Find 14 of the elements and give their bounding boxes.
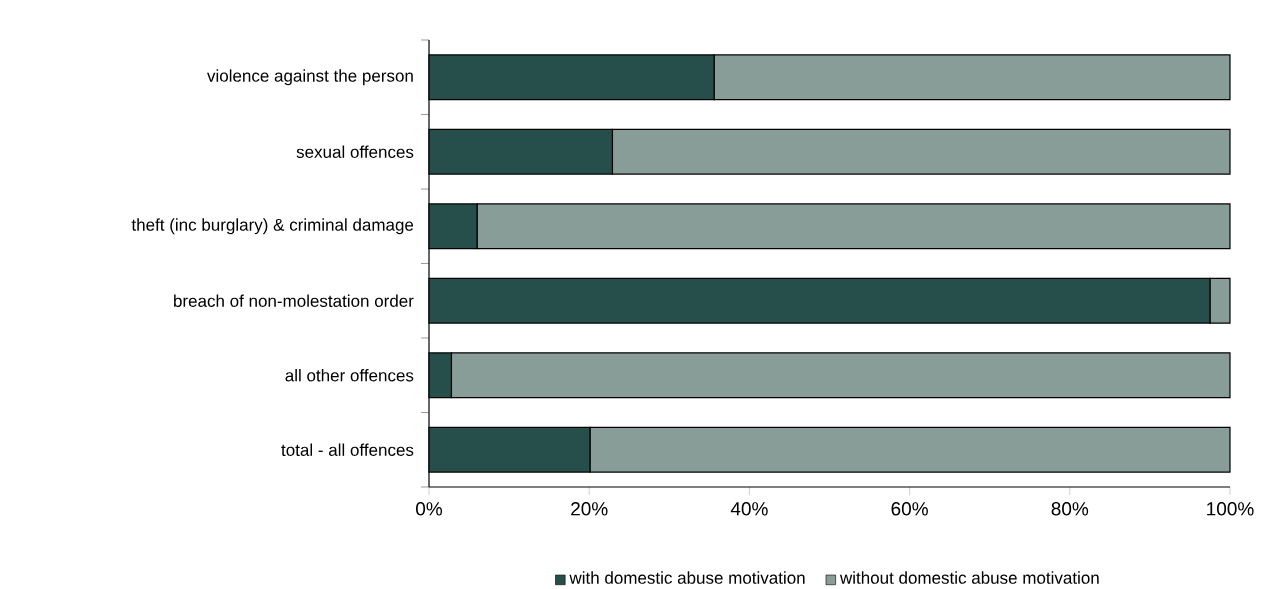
y-tick-label: violence against the person xyxy=(207,69,413,86)
y-tick-label: total - all offences xyxy=(281,443,414,456)
legend-label: without domestic abuse motivation xyxy=(839,571,1099,584)
x-tick-label: 0% xyxy=(416,502,443,516)
x-tick-label: 20% xyxy=(571,502,608,516)
y-tick-label: breach of non-molestation order xyxy=(174,294,414,307)
x-tick-label: 80% xyxy=(1051,502,1089,516)
y-tick-label: all other offences xyxy=(285,368,414,382)
x-tick-label: 60% xyxy=(891,502,928,516)
y-tick-label: theft (inc burglary) & criminal damage xyxy=(131,218,414,235)
y-tick-label: sexual offences xyxy=(296,145,414,158)
x-tick-label: 100% xyxy=(1207,502,1254,516)
x-tick-label: 40% xyxy=(730,502,768,516)
legend-label: with domestic abuse motivation xyxy=(569,571,805,584)
